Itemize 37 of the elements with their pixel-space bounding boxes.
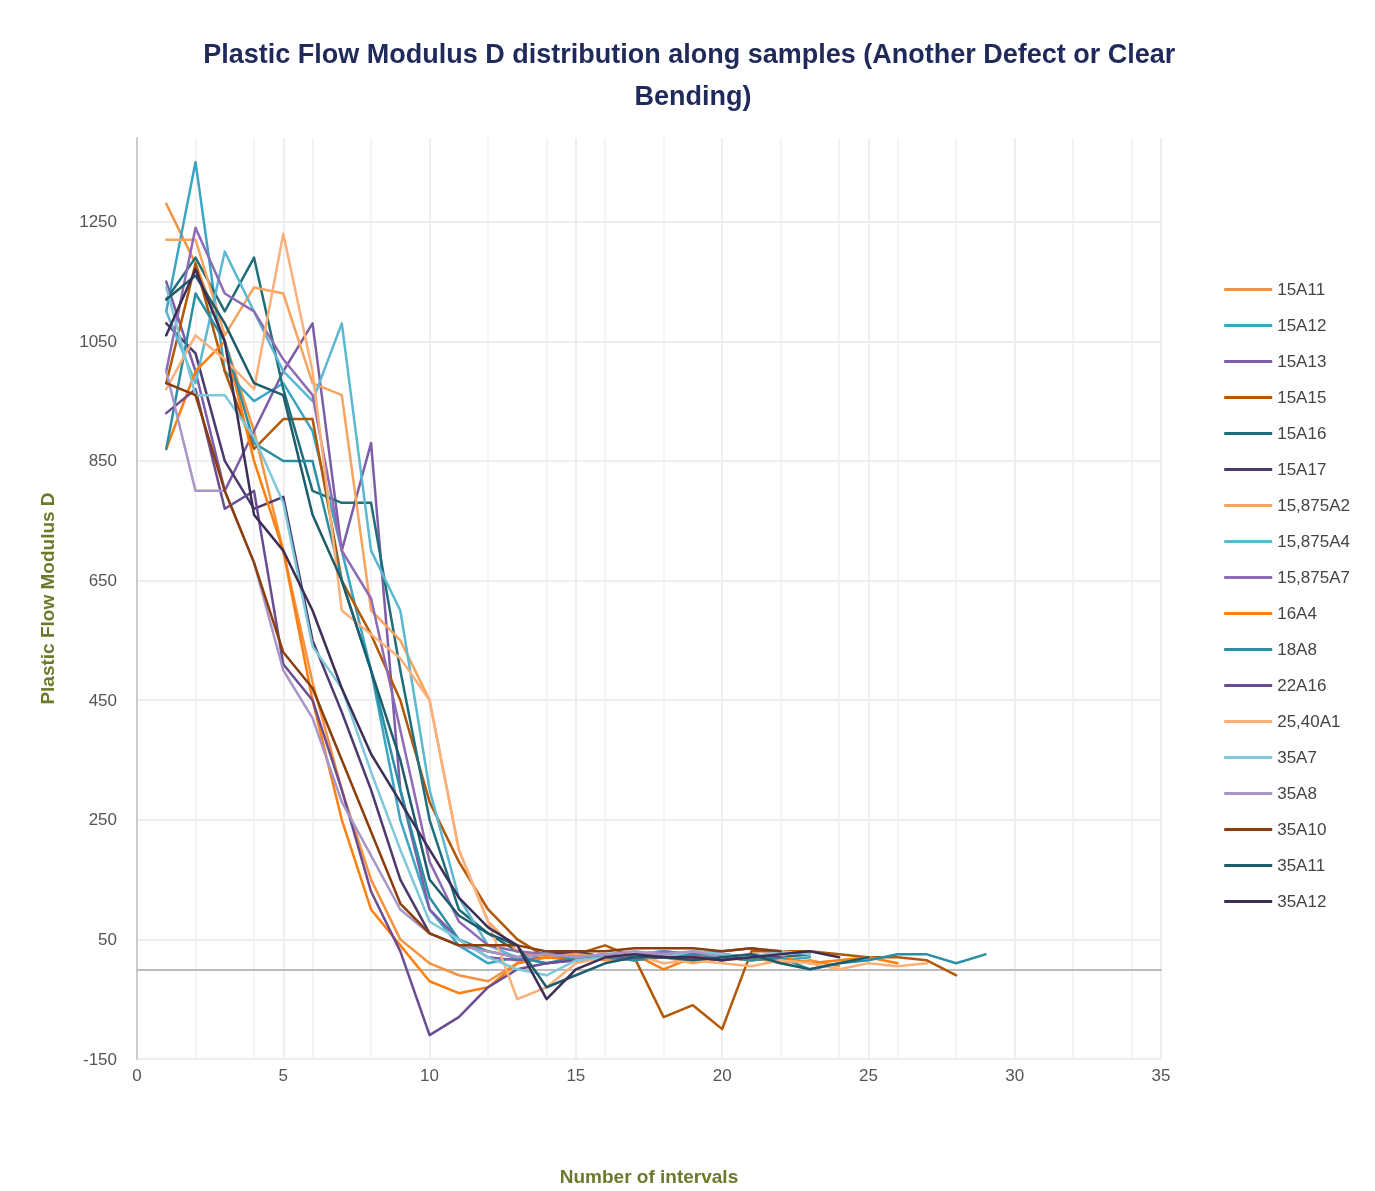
- y-tick-label: 1050: [79, 331, 117, 351]
- y-tick-label: 450: [88, 690, 117, 710]
- legend-label: 25,40A1: [1277, 712, 1341, 731]
- x-tick-label: 0: [132, 1066, 142, 1085]
- legend-label: 15A15: [1277, 388, 1327, 407]
- legend-label: 15,875A4: [1277, 532, 1351, 551]
- x-tick-label: 25: [858, 1066, 878, 1085]
- legend-label: 35A12: [1277, 892, 1327, 911]
- x-tick-label: 10: [420, 1066, 440, 1085]
- legend-label: 35A7: [1277, 748, 1317, 767]
- x-tick-label: 5: [278, 1066, 289, 1085]
- y-tick-label: 1250: [79, 212, 117, 232]
- y-axis-title: Plastic Flow Modulus D: [37, 492, 58, 705]
- y-tick-label: 50: [98, 929, 117, 949]
- x-tick-label: 30: [1005, 1066, 1025, 1085]
- legend-label: 35A10: [1277, 820, 1327, 839]
- chart-title: Plastic Flow Modulus D distribution along samples (Another Defect or Clear Bending): [203, 39, 1183, 111]
- legend-label: 35A11: [1277, 856, 1326, 875]
- legend-label: 15A13: [1277, 352, 1327, 371]
- legend-label: 35A8: [1277, 784, 1317, 803]
- legend-label: 15,875A7: [1277, 568, 1351, 587]
- y-tick-label: 650: [88, 571, 117, 591]
- legend-label: 15A11: [1277, 280, 1326, 299]
- legend-label: 15A16: [1277, 424, 1327, 443]
- y-tick-label: 250: [88, 810, 117, 830]
- legend-label: 15A17: [1277, 460, 1327, 479]
- legend-label: 15,875A2: [1277, 496, 1351, 515]
- legend-label: 18A8: [1277, 640, 1317, 659]
- x-tick-label: 15: [566, 1066, 586, 1085]
- y-tick-label: 850: [88, 451, 117, 471]
- legend-label: 15A12: [1277, 316, 1327, 335]
- legend-label: 22A16: [1277, 676, 1327, 695]
- x-axis-title: Number of intervals: [559, 1166, 739, 1187]
- x-tick-label: 35: [1151, 1066, 1171, 1085]
- x-tick-label: 20: [712, 1066, 732, 1085]
- legend-label: 16A4: [1277, 604, 1317, 623]
- y-tick-label: -150: [82, 1049, 117, 1069]
